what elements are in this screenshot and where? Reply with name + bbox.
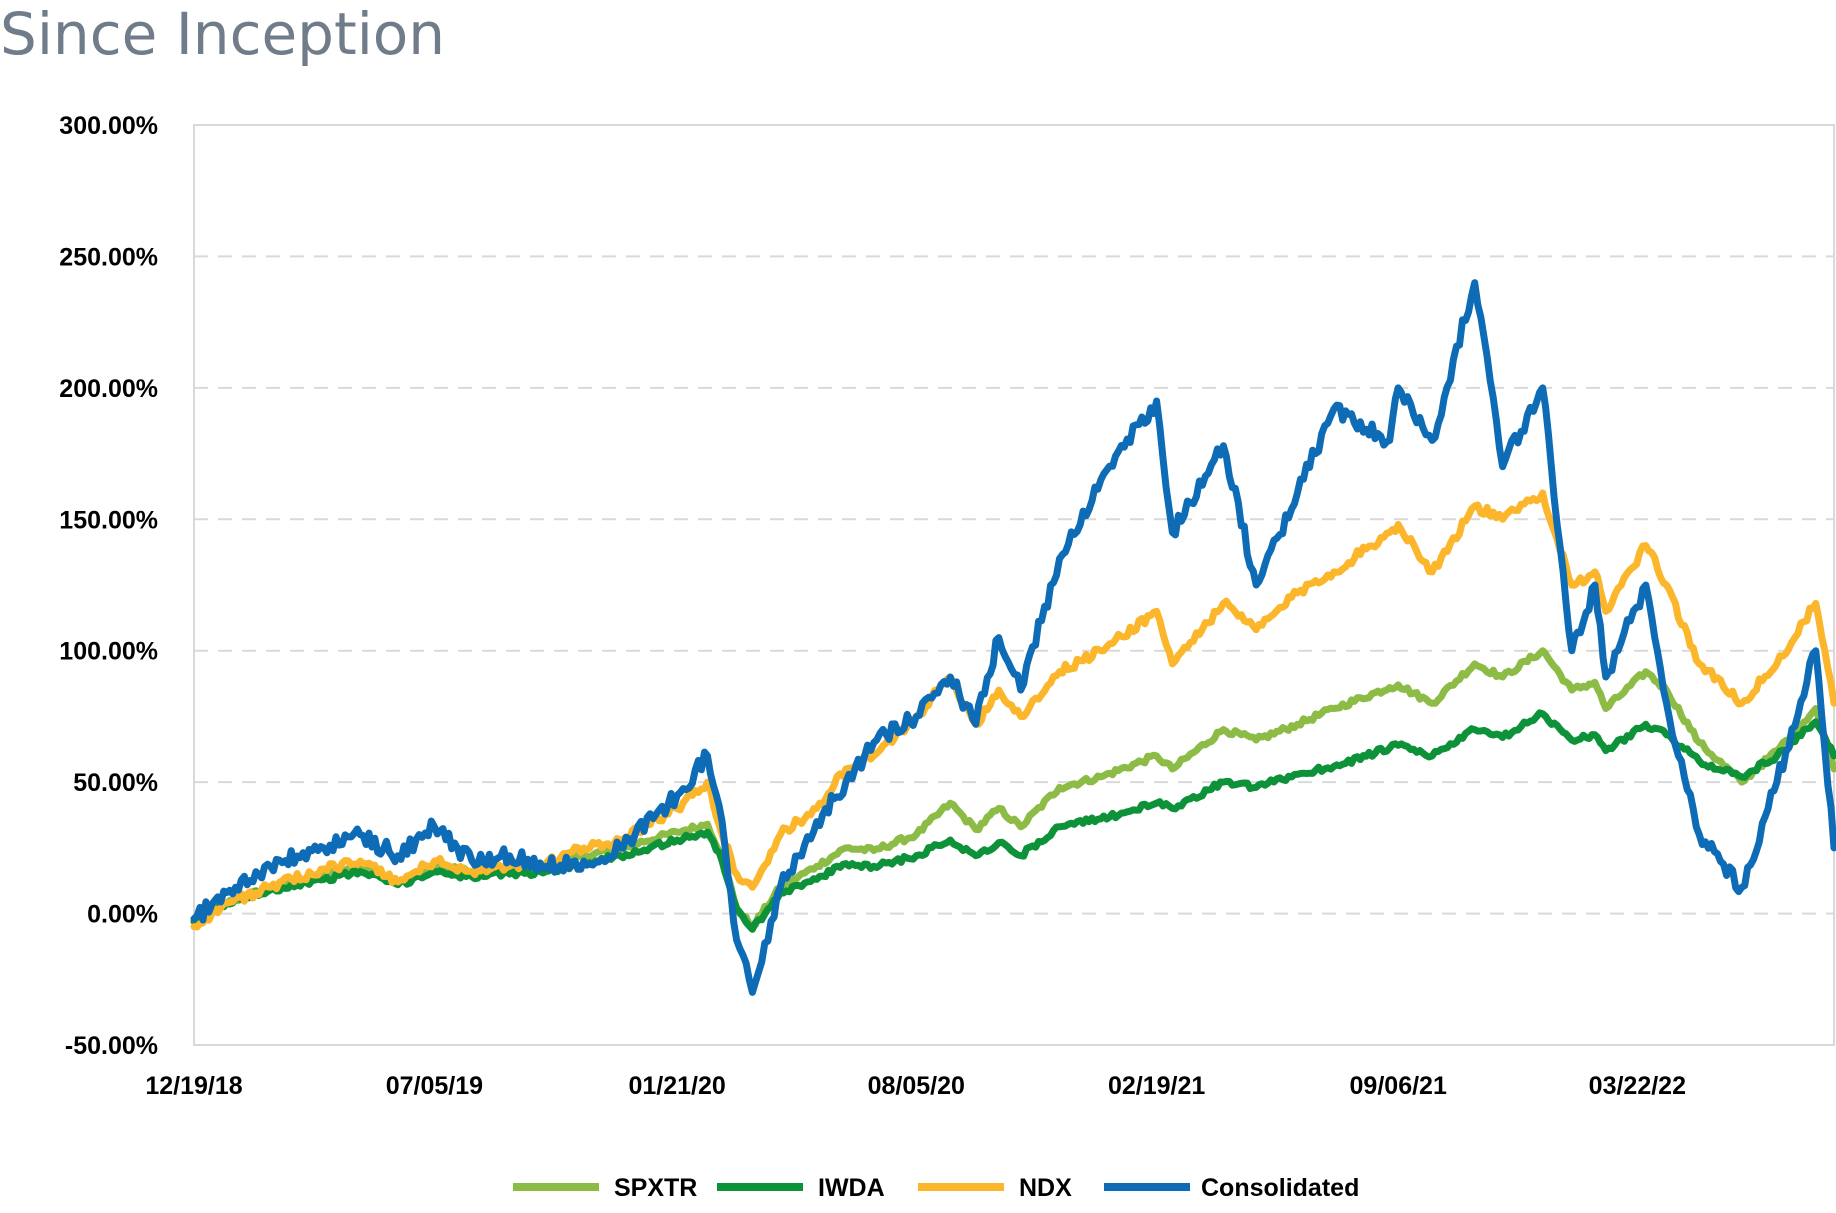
y-tick-label: 0.00% bbox=[87, 901, 158, 929]
x-tick-label: 01/21/20 bbox=[628, 1072, 725, 1100]
series-line-consolidated bbox=[190, 279, 1836, 996]
page-title: Since Inception bbox=[0, 0, 446, 68]
legend-label-ndx: NDX bbox=[1019, 1174, 1072, 1202]
legend-label-iwda: IWDA bbox=[818, 1174, 885, 1202]
y-tick-label: 50.00% bbox=[73, 769, 158, 797]
legend-label-consolidated: Consolidated bbox=[1201, 1174, 1359, 1202]
y-axis: -50.00% 0.00% 50.00% 100.00% 150.00% 200.00% 2… bbox=[59, 112, 158, 1060]
x-tick-label: 07/05/19 bbox=[386, 1072, 483, 1100]
y-tick-label: 200.00% bbox=[59, 375, 158, 403]
x-tick-label: 12/19/18 bbox=[145, 1072, 242, 1100]
y-tick-label: 100.00% bbox=[59, 638, 158, 666]
y-tick-label: -50.00% bbox=[65, 1032, 158, 1060]
y-tick-label: 250.00% bbox=[59, 243, 158, 271]
x-tick-label: 02/19/21 bbox=[1108, 1072, 1205, 1100]
x-axis: 12/19/18 07/05/19 01/21/20 08/05/20 02/19/21… bbox=[145, 1072, 1686, 1100]
x-tick-label: 08/05/20 bbox=[868, 1072, 965, 1100]
y-tick-label: 150.00% bbox=[59, 506, 158, 534]
x-tick-label: 03/22/22 bbox=[1589, 1072, 1686, 1100]
gridlines bbox=[194, 255, 1834, 915]
y-tick-label: 300.00% bbox=[59, 112, 158, 140]
series-lines bbox=[190, 279, 1836, 996]
legend: SPXTR IWDA NDX Consolidated bbox=[513, 1174, 1359, 1202]
plot-area bbox=[193, 124, 1835, 1046]
legend-label-spxtr: SPXTR bbox=[614, 1174, 697, 1202]
x-tick-label: 09/06/21 bbox=[1350, 1072, 1447, 1100]
series-line-iwda bbox=[190, 709, 1836, 933]
